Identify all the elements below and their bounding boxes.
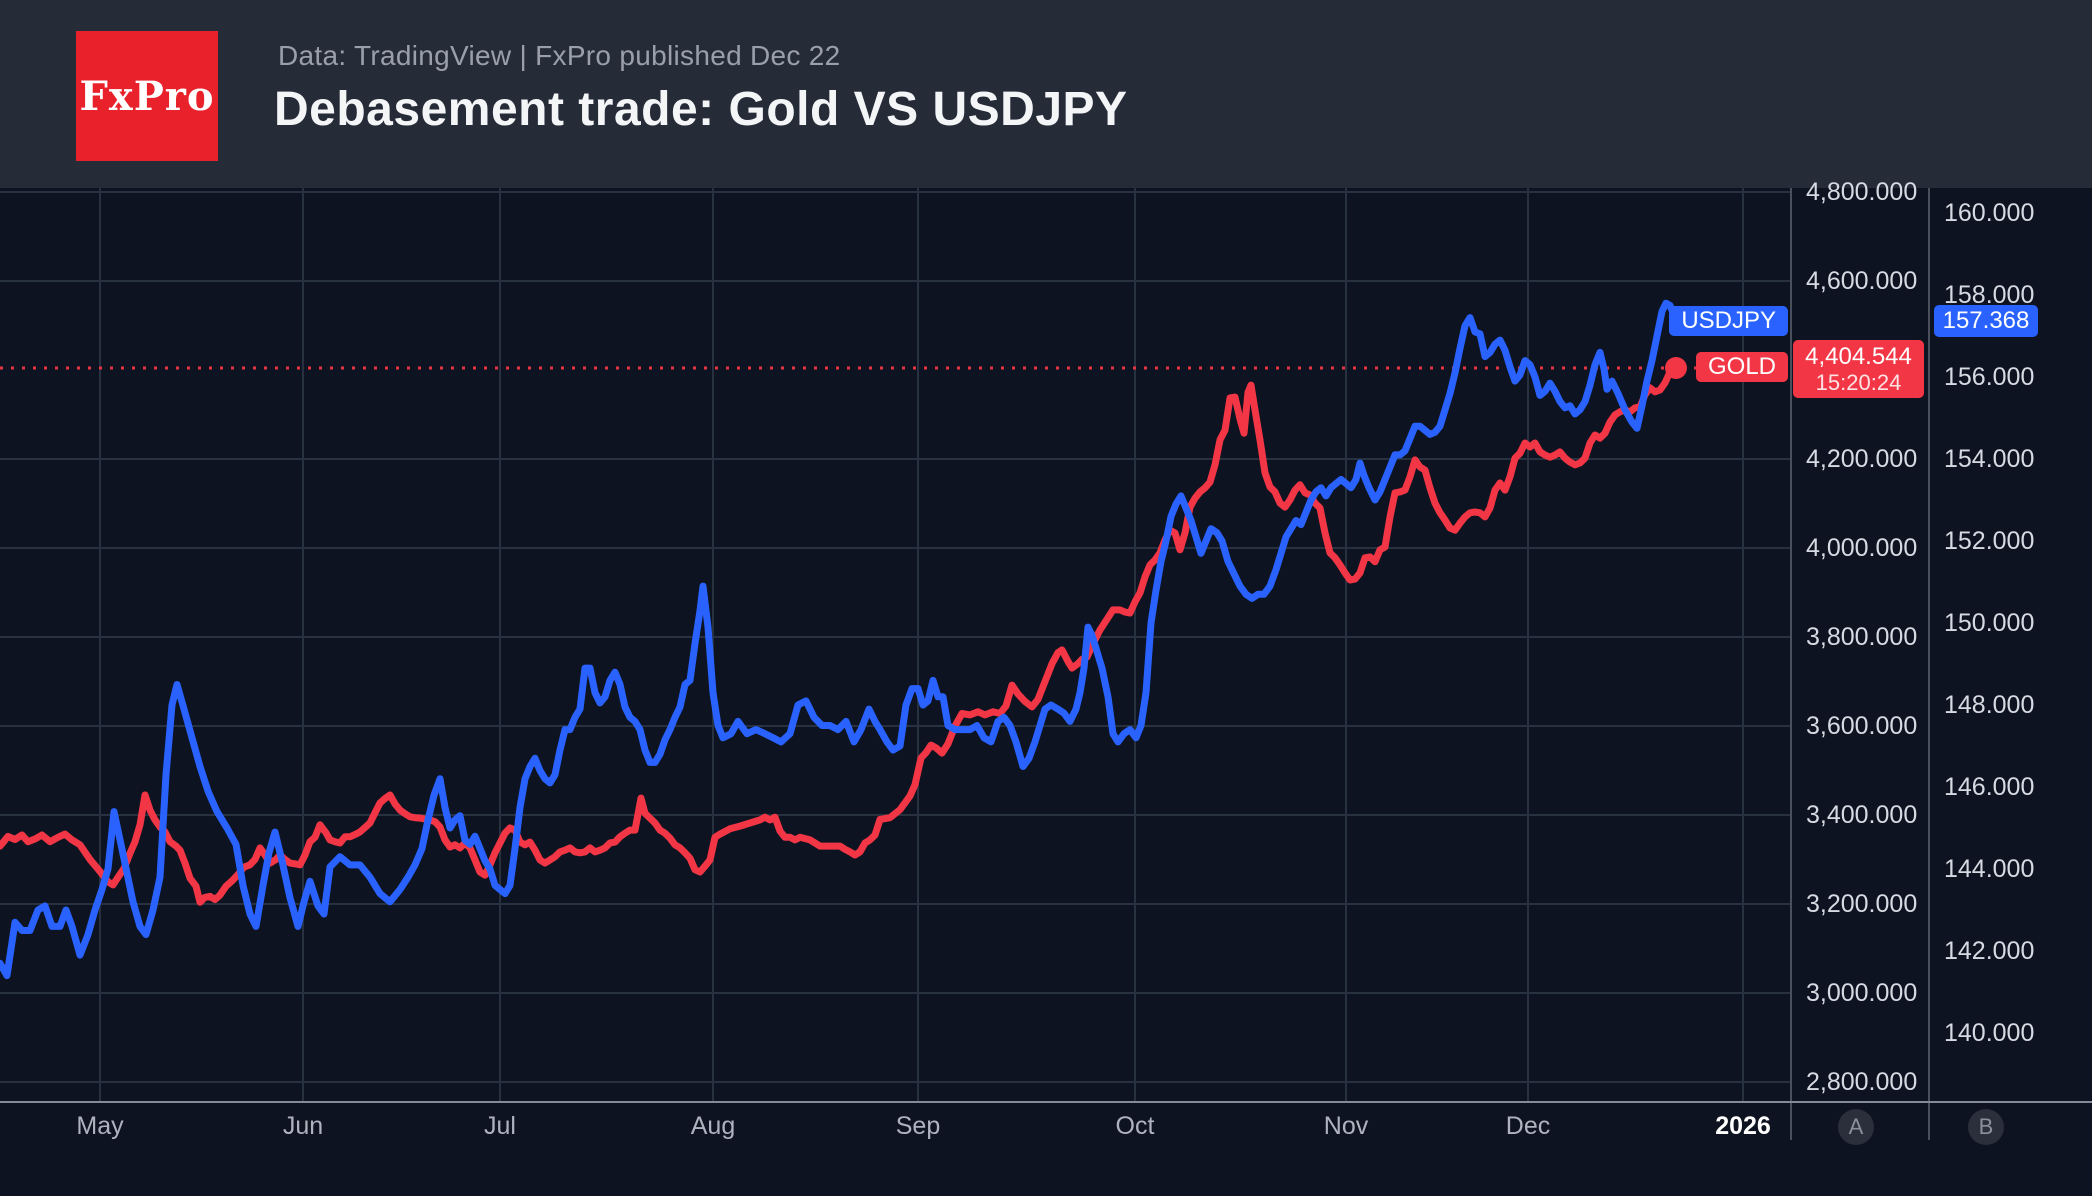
gold-series-flag-label: GOLD xyxy=(1707,353,1776,380)
usdjpy-axis-label: 146.000 xyxy=(1944,773,2035,801)
usdjpy-price-line xyxy=(0,299,1682,980)
gold-axis-label: 3,200.000 xyxy=(1806,890,1918,918)
month-label: Jul xyxy=(484,1112,516,1140)
gold-last-price-dot xyxy=(1665,356,1687,379)
month-label: Sep xyxy=(895,1112,941,1140)
usdjpy-price-axis[interactable]: 160.000 158.000 156.000 154.000 152.000 150.0… xyxy=(1928,188,2092,1140)
month-label: Nov xyxy=(1323,1112,1369,1140)
data-source-line: Data: TradingView | FxPro published Dec … xyxy=(278,40,841,71)
gold-countdown-timer: 15:20:24 xyxy=(1815,370,1902,395)
gold-series-flag: GOLD xyxy=(1695,352,1788,382)
gold-axis-label: 3,600.000 xyxy=(1806,712,1918,740)
usdjpy-axis-label: 150.000 xyxy=(1944,609,2035,637)
gold-axis-label: 3,000.000 xyxy=(1806,979,1918,1007)
gold-price-line xyxy=(0,364,1680,906)
usdjpy-last-price-badge: 157.368 xyxy=(1934,305,2038,337)
usdjpy-series-flag-label: USDJPY xyxy=(1681,307,1776,334)
gold-axis-label: 3,800.000 xyxy=(1806,623,1918,651)
usdjpy-axis-label: 140.000 xyxy=(1944,1019,2035,1047)
usdjpy-axis-label: 160.000 xyxy=(1944,199,2035,227)
page-title: Debasement trade: Gold VS USDJPY xyxy=(274,83,1128,136)
gold-last-price: 4,404.544 xyxy=(1805,343,1912,370)
usdjpy-axis-label: 152.000 xyxy=(1944,527,2035,555)
axis-a-button[interactable]: A xyxy=(1838,1109,1874,1145)
gold-axis-label: 4,600.000 xyxy=(1806,267,1918,295)
usdjpy-last-price: 157.368 xyxy=(1942,307,2030,334)
header-bar: FxPro Data: TradingView | FxPro publishe… xyxy=(0,0,2092,188)
gold-axis-label: 3,400.000 xyxy=(1806,801,1918,829)
month-label: Aug xyxy=(690,1112,736,1140)
fxpro-logo-text: FxPro xyxy=(79,72,215,120)
usdjpy-axis-label: 158.000 xyxy=(1944,281,2035,309)
gold-price-axis[interactable]: 4,800.000 4,600.000 4,200.000 4,000.000 3,80… xyxy=(1790,178,1928,1140)
fxpro-logo: FxPro xyxy=(76,31,218,161)
usdjpy-series-flag: USDJPY xyxy=(1669,306,1788,336)
usdjpy-axis-label: 142.000 xyxy=(1944,937,2035,965)
month-label: Jun xyxy=(282,1112,324,1140)
gold-axis-label: 4,000.000 xyxy=(1806,534,1918,562)
gold-axis-label: 2,800.000 xyxy=(1806,1068,1918,1096)
gold-axis-label: 4,800.000 xyxy=(1806,178,1918,206)
gold-last-price-badge: 4,404.544 15:20:24 xyxy=(1793,340,1924,398)
usdjpy-axis-label: 144.000 xyxy=(1944,855,2035,883)
usdjpy-axis-label: 156.000 xyxy=(1944,363,2035,391)
time-axis-separator xyxy=(0,1101,2092,1103)
axis-b-button[interactable]: B xyxy=(1968,1109,2004,1145)
time-axis[interactable]: May Jun Jul Aug Sep Oct Nov Dec 2026 A B xyxy=(0,1103,2092,1196)
usdjpy-axis-label: 154.000 xyxy=(1944,445,2035,473)
gold-axis-label: 4,200.000 xyxy=(1806,445,1918,473)
usdjpy-axis-label: 148.000 xyxy=(1944,691,2035,719)
month-label: May xyxy=(76,1112,124,1140)
month-label: Oct xyxy=(1115,1112,1155,1140)
year-label: 2026 xyxy=(1715,1112,1771,1140)
month-label: Dec xyxy=(1505,1112,1551,1140)
